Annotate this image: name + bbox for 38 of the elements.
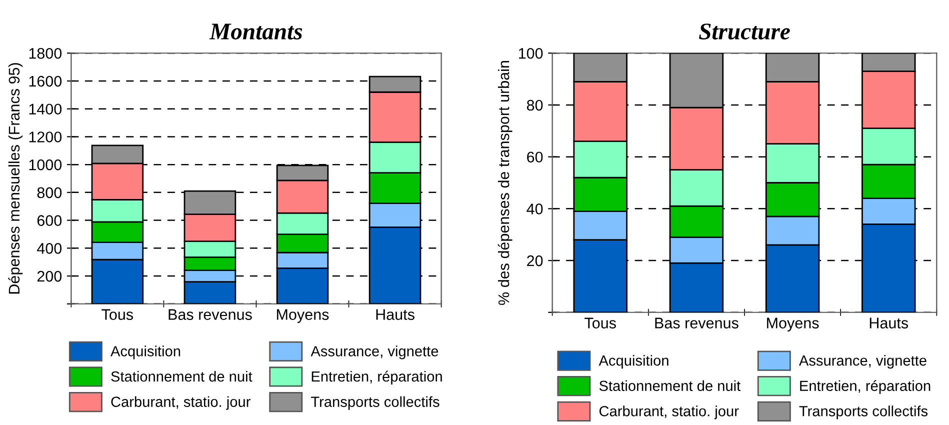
y-tick-label: 600: [37, 215, 62, 226]
legend-label: Entretien, réparation: [800, 380, 930, 394]
x-tick-label: Tous: [102, 309, 134, 320]
x-tick-label: Moyens: [767, 318, 819, 332]
y-tick-label: 1200: [29, 132, 62, 142]
legend-label: Assurance, vignette: [798, 355, 926, 369]
legend-label: Transports collectifs: [799, 406, 928, 420]
chart-title: Structure: [698, 24, 790, 40]
legend-label: Carburant, statio. jour: [599, 406, 739, 420]
y-axis-title: % des dépenses de transport urbain: [498, 61, 512, 305]
y-tick-label: 80: [526, 100, 543, 111]
y-tick-label: 40: [526, 204, 543, 214]
legend-label: Entretien, réparation: [312, 370, 442, 385]
y-tick-label: 60: [527, 152, 543, 163]
y-tick-label: 1600: [29, 76, 62, 87]
y-tick-label: 200: [37, 270, 62, 282]
y-tick-label: 1800: [29, 48, 62, 59]
y-tick-label: 1000: [29, 159, 62, 170]
x-tick-label: Hauts: [376, 309, 414, 320]
x-tick-label: Bas revenus: [168, 309, 252, 320]
chart-title: Montants: [209, 24, 302, 40]
legend-label: Acquisition: [110, 346, 180, 360]
y-tick-label: 100: [518, 48, 543, 59]
legend-label: Transports collectifs: [311, 396, 440, 410]
x-tick-label: Bas revenus: [655, 318, 738, 328]
legend-label: Assurance, vignette: [310, 346, 438, 360]
legend-label: Carburant, statio. jour: [111, 396, 250, 410]
y-tick-label: 400: [37, 243, 62, 254]
y-tick-label: 20: [527, 255, 543, 266]
legend-label: Stationnement de nuit: [599, 380, 741, 392]
y-tick-label: 1400: [29, 104, 62, 115]
x-tick-label: Tous: [584, 318, 616, 328]
x-tick-label: Moyens: [277, 309, 329, 323]
y-tick-label: 800: [37, 187, 62, 198]
legend-label: Stationnement de nuit: [111, 370, 252, 382]
y-axis-title: Dépenses mensuelles (Francs 95): [8, 63, 23, 294]
legend-label: Acquisition: [598, 355, 668, 369]
x-tick-label: Hauts: [870, 318, 908, 328]
